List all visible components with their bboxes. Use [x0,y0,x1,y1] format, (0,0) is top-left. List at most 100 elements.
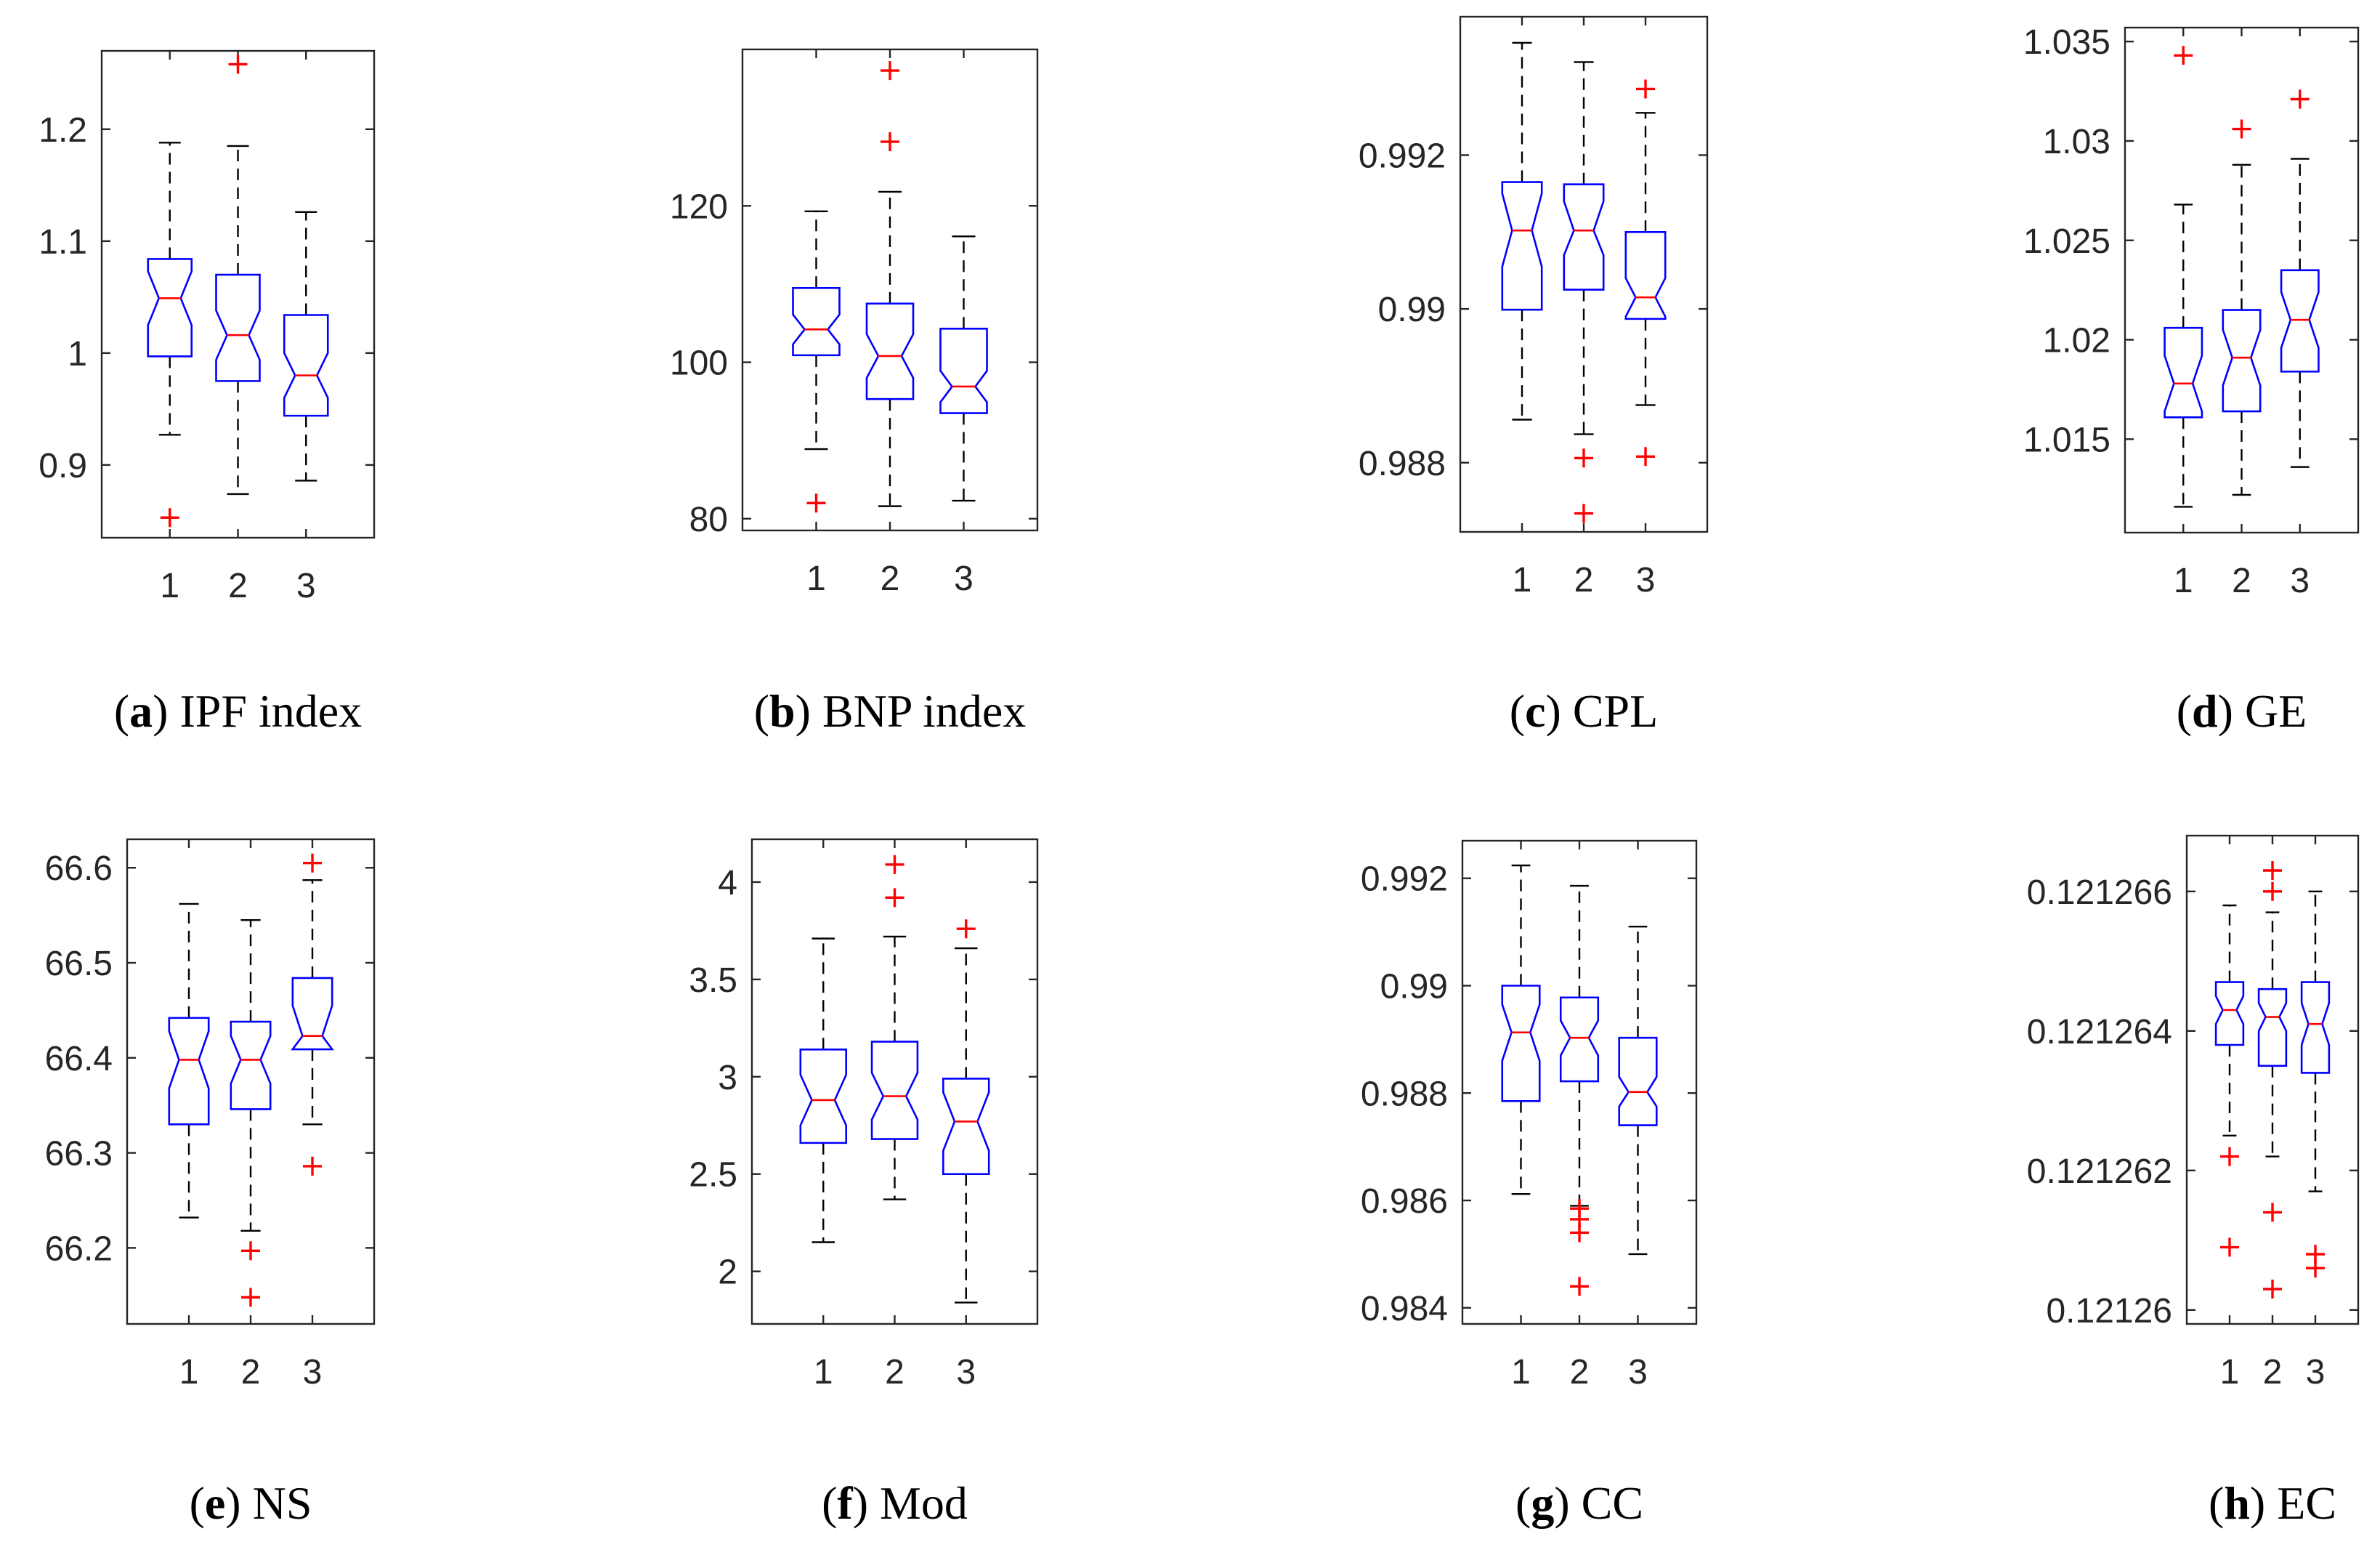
box-3 [2280,89,2320,468]
notched-box [1559,996,1600,1083]
box-3 [2300,890,2331,1278]
x-tick-label: 3 [956,1353,976,1392]
notched-box [865,302,915,400]
y-tick-label: 66.4 [45,1040,113,1078]
y-tick-label: 0.121262 [2027,1152,2172,1191]
outlier-marker [2220,1237,2239,1257]
x-tick-label: 2 [2232,562,2251,600]
panel-c: 0.988 0.99 0.992 1 2 3 (c) CPL [1359,15,1709,737]
outlier-marker [1570,1223,1589,1243]
axes-frame [2185,834,2360,1325]
notched-box [2257,988,2288,1067]
y-tick-label: 1.02 [2043,322,2110,360]
notched-box [168,1017,210,1126]
x-tick-label: 1 [814,1353,833,1392]
x-tick-label: 2 [1574,561,1594,599]
box-1 [168,902,210,1219]
box-2 [1559,884,1600,1296]
box-1 [799,937,847,1243]
y-tick-label: 1.025 [2023,222,2110,261]
x-tick-label: 1 [2174,562,2193,600]
notched-box [1563,183,1605,291]
notched-box [283,314,329,417]
notched-box [2164,326,2203,419]
notched-box [2222,309,2262,413]
y-tick-label: 0.986 [1361,1182,1448,1221]
box-1 [147,142,193,528]
box-2 [215,54,261,496]
panel-caption: (d) GE [2177,685,2307,737]
notched-box [291,977,334,1051]
notched-box [230,1020,272,1110]
y-tick-label: 3.5 [689,961,737,1000]
notched-box [2300,981,2331,1074]
box-1 [1501,41,1543,421]
y-tick-label: 80 [689,501,728,539]
y-tick-label: 66.2 [45,1229,113,1268]
y-tick-label: 0.99 [1378,291,1446,329]
notched-box [870,1041,919,1140]
y-tick-label: 1.2 [39,111,87,150]
panel-b: 80 100 120 1 2 3 (b) BNP index [670,48,1039,737]
panel-f: 2 2.5 3 3.5 4 1 2 3 (f) Mod [689,838,1039,1529]
x-tick-label: 3 [2306,1353,2326,1392]
outlier-marker [303,1156,322,1176]
panel-caption: (b) BNP index [754,685,1027,737]
panel-h: 0.12126 0.121262 0.121264 0.121266 1 2 3 (h) EC [2027,834,2360,1529]
y-tick-label: 2 [718,1253,737,1292]
notched-box [2214,981,2245,1046]
outlier-marker [1574,504,1593,523]
notched-box [215,273,261,382]
panel-g: 0.984 0.986 0.988 0.99 0.992 1 2 3 (g) CC [1361,839,1698,1529]
notched-box [1501,181,1543,311]
x-tick-label: 1 [2220,1353,2240,1392]
y-tick-label: 2.5 [689,1156,737,1195]
y-tick-label: 66.3 [45,1135,113,1174]
notched-box [1501,985,1541,1102]
box-2 [2222,119,2262,496]
y-tick-label: 0.12126 [2046,1292,2172,1330]
y-tick-label: 1.035 [2023,23,2110,62]
y-tick-label: 4 [718,864,737,902]
x-tick-label: 3 [2290,562,2310,600]
x-tick-label: 2 [2263,1353,2283,1392]
y-tick-label: 66.6 [45,849,113,888]
x-tick-label: 2 [241,1353,261,1392]
y-tick-label: 0.99 [1380,968,1448,1006]
box-1 [792,210,841,513]
notched-box [939,327,988,414]
y-tick-label: 3 [718,1059,737,1097]
x-tick-label: 2 [1570,1353,1590,1392]
x-tick-label: 1 [1513,561,1532,599]
notched-box [792,287,841,357]
box-3 [942,919,990,1304]
panel-caption: (g) CC [1515,1477,1643,1529]
outlier-marker [241,1241,260,1261]
x-tick-label: 1 [160,567,179,605]
panel-a: 0.9 1 1.1 1.2 1 2 3 (a) IPF index [39,49,376,737]
notched-box [799,1049,847,1144]
box-3 [939,235,988,502]
notched-box [147,258,193,358]
x-tick-label: 1 [179,1353,199,1392]
outlier-marker [303,853,322,873]
box-3 [283,211,329,482]
box-2 [230,918,272,1307]
panel-caption: (f) Mod [822,1477,968,1529]
x-tick-label: 3 [296,567,316,605]
outlier-marker [2263,861,2282,880]
panel-caption: (c) CPL [1510,685,1658,737]
box-2 [2257,861,2288,1299]
y-tick-label: 0.984 [1361,1290,1448,1328]
outlier-marker [1636,79,1655,99]
y-tick-label: 1.015 [2023,421,2110,459]
y-tick-label: 0.9 [39,447,87,485]
notched-box [942,1078,990,1176]
x-tick-label: 2 [881,560,900,598]
outlier-marker [2306,1259,2325,1278]
outlier-marker [241,1288,260,1307]
x-tick-label: 3 [303,1353,323,1392]
outlier-marker [2174,46,2193,65]
outlier-marker [2263,881,2282,901]
box-1 [1501,864,1541,1195]
